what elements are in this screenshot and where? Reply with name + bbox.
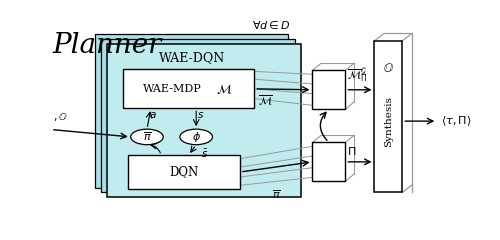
Text: DQN: DQN <box>169 166 198 179</box>
Text: Synthesis: Synthesis <box>384 96 393 147</box>
Text: $\overline{\pi}$: $\overline{\pi}$ <box>142 131 152 143</box>
Circle shape <box>180 129 212 145</box>
Text: WAE-MDP: WAE-MDP <box>144 84 202 94</box>
Bar <box>101 39 294 192</box>
Text: $\overline{\mathcal{M}}_{\Pi}^{\mathcal{G}}$: $\overline{\mathcal{M}}_{\Pi}^{\mathcal{… <box>348 66 368 84</box>
Text: $\langle\tau, \Pi\rangle$: $\langle\tau, \Pi\rangle$ <box>441 114 472 128</box>
Bar <box>312 143 346 181</box>
Bar <box>122 69 254 108</box>
Text: $\Pi$: $\Pi$ <box>348 145 356 157</box>
Bar <box>312 70 346 109</box>
Text: $\overline{\pi}$: $\overline{\pi}$ <box>272 189 280 201</box>
Bar <box>94 34 288 188</box>
Text: $, \mathbb{O}$: $, \mathbb{O}$ <box>53 111 68 123</box>
Text: $\forall d \in D$: $\forall d \in D$ <box>252 18 291 31</box>
Bar <box>107 44 301 197</box>
Text: $\overline{\mathcal{M}}$: $\overline{\mathcal{M}}$ <box>258 94 273 108</box>
Text: Planner: Planner <box>53 32 162 60</box>
Bar <box>374 41 402 192</box>
Text: $\mathbb{O}$: $\mathbb{O}$ <box>383 62 394 75</box>
Circle shape <box>130 129 163 145</box>
Text: $\bar{s}$: $\bar{s}$ <box>201 148 208 160</box>
Text: WAE-DQN: WAE-DQN <box>159 51 226 64</box>
Text: $a$: $a$ <box>149 110 156 120</box>
Bar <box>128 155 240 189</box>
Text: $s$: $s$ <box>198 110 204 120</box>
Text: $\phi$: $\phi$ <box>192 130 200 144</box>
Text: $\mathcal{M}$: $\mathcal{M}$ <box>216 82 232 96</box>
